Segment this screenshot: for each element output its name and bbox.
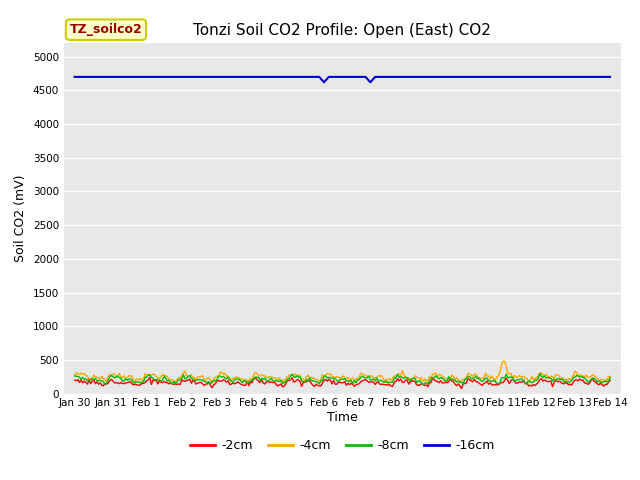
- -2cm: [518, 379, 526, 385]
- -16cm: [516, 74, 524, 80]
- -16cm: [510, 74, 518, 80]
- -4cm: [518, 374, 526, 380]
- -2cm: [373, 379, 381, 385]
- -2cm: [71, 377, 79, 383]
- -8cm: [230, 377, 238, 383]
- -8cm: [516, 376, 524, 382]
- -2cm: [232, 380, 240, 386]
- Title: Tonzi Soil CO2 Profile: Open (East) CO2: Tonzi Soil CO2 Profile: Open (East) CO2: [193, 23, 492, 38]
- -2cm: [606, 377, 614, 383]
- -4cm: [512, 374, 520, 380]
- -16cm: [71, 74, 79, 80]
- -4cm: [208, 380, 216, 386]
- -8cm: [536, 371, 543, 376]
- Y-axis label: Soil CO2 (mV): Soil CO2 (mV): [14, 175, 28, 262]
- -8cm: [510, 378, 518, 384]
- -8cm: [371, 378, 379, 384]
- X-axis label: Time: Time: [327, 411, 358, 424]
- Line: -8cm: -8cm: [75, 373, 610, 385]
- -4cm: [373, 375, 381, 381]
- -2cm: [146, 374, 154, 380]
- -8cm: [419, 382, 427, 388]
- -2cm: [191, 378, 198, 384]
- -16cm: [320, 79, 328, 85]
- Text: TZ_soilco2: TZ_soilco2: [70, 23, 142, 36]
- -4cm: [71, 373, 79, 379]
- Line: -2cm: -2cm: [75, 377, 610, 389]
- Line: -16cm: -16cm: [75, 77, 610, 82]
- -16cm: [189, 74, 197, 80]
- -8cm: [606, 375, 614, 381]
- -16cm: [230, 74, 238, 80]
- -4cm: [499, 359, 507, 364]
- -8cm: [71, 373, 79, 379]
- -4cm: [77, 371, 85, 376]
- -8cm: [77, 376, 85, 382]
- Legend: -2cm, -4cm, -8cm, -16cm: -2cm, -4cm, -8cm, -16cm: [186, 434, 499, 457]
- -4cm: [606, 374, 614, 380]
- -2cm: [458, 386, 465, 392]
- -2cm: [77, 377, 85, 383]
- Line: -4cm: -4cm: [75, 361, 610, 383]
- -4cm: [232, 374, 240, 380]
- -8cm: [189, 377, 197, 383]
- -16cm: [373, 74, 381, 80]
- -16cm: [77, 74, 85, 80]
- -4cm: [189, 375, 197, 381]
- -16cm: [606, 74, 614, 80]
- -2cm: [512, 380, 520, 386]
